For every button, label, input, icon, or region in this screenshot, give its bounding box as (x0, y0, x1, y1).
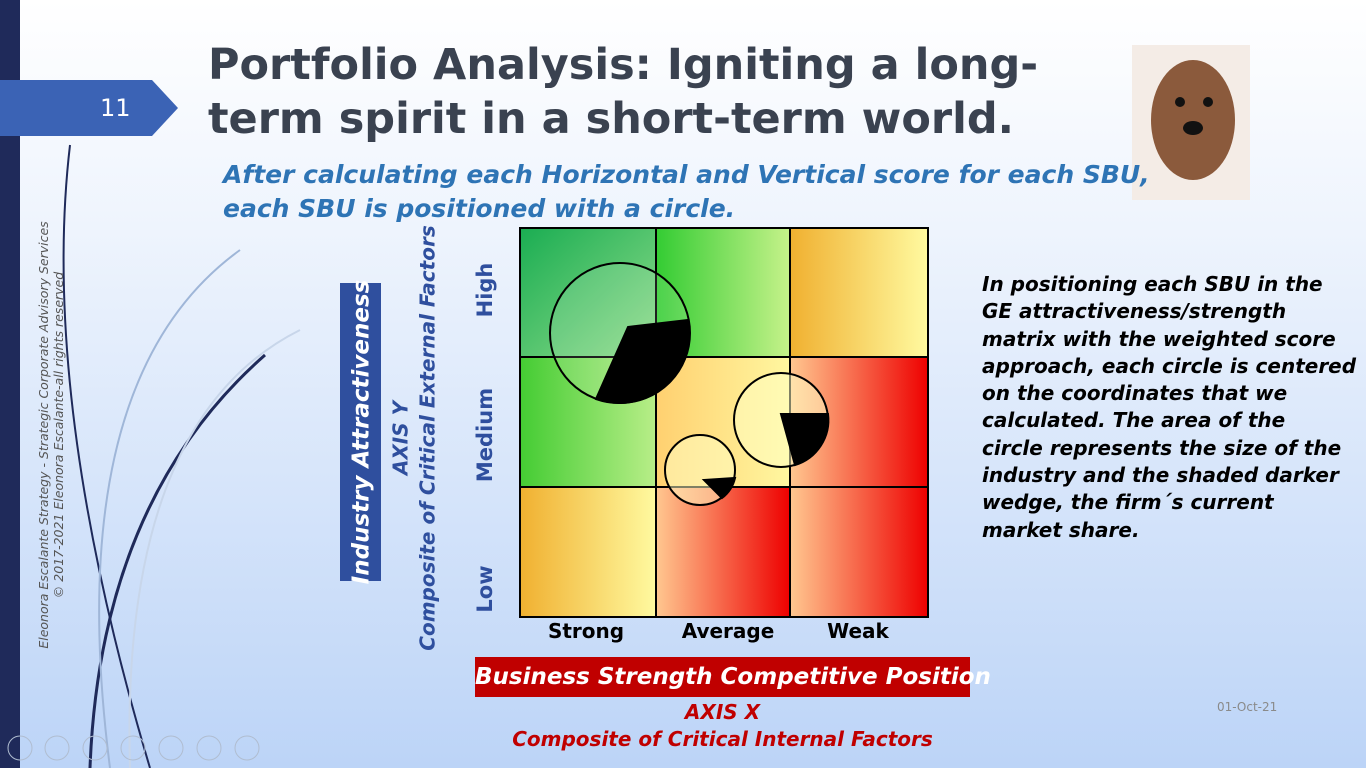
date: 01-Oct-21 (1217, 700, 1278, 714)
dog-nose (1183, 121, 1203, 135)
y-axis-label: AXIS Y (389, 398, 413, 477)
x-axis-box: Business Strength Competitive Position (475, 657, 991, 697)
paragraph-line: market share. (982, 517, 1140, 542)
share-wedge (701, 476, 737, 500)
x-axis-label: AXIS X (684, 700, 761, 724)
subtitle-line: After calculating each Horizontal and Ve… (223, 160, 1150, 189)
paragraph-line: wedge, the firm´s current (982, 490, 1274, 515)
paragraph-line: GE attractiveness/strength (982, 299, 1287, 324)
curve (88, 353, 266, 768)
title-line: Portfolio Analysis: Igniting a long- (208, 40, 1039, 90)
dog-eye (1175, 97, 1185, 107)
subtitle-line: each SBU is positioned with a circle. (223, 194, 736, 223)
column-label: Strong (548, 619, 624, 643)
number-banner (0, 80, 178, 136)
paragraph-line: matrix with the weighted score (982, 326, 1336, 351)
y-axis-title: Industry Attractiveness (349, 280, 375, 585)
sbu-circles (549, 262, 830, 506)
curve (98, 249, 241, 768)
paragraph-line: approach, each circle is centered (982, 353, 1357, 378)
dog-head (1151, 60, 1235, 180)
curve (128, 329, 301, 768)
title: Portfolio Analysis: Igniting a long- ter… (208, 38, 1038, 146)
title-line: term spirit in a short-term world. (208, 94, 1014, 144)
column-label: Average (682, 619, 775, 643)
y-axis-box (340, 283, 381, 581)
paragraph-line: calculated. The area of the (982, 408, 1286, 433)
paragraph-line: In positioning each SBU in the (982, 272, 1323, 296)
row-label: Medium (473, 388, 497, 482)
paragraph: In positioning each SBU in the GE attract… (982, 271, 1356, 544)
column-label: Weak (827, 619, 889, 643)
left-stripe (0, 0, 20, 768)
share-wedge (594, 318, 691, 404)
slide-number: 11 (100, 94, 131, 122)
paragraph-line: on the coordinates that we (982, 381, 1288, 406)
paragraph-line: industry and the shaded darker (982, 463, 1339, 488)
dog-eye (1203, 97, 1213, 107)
share-wedge (779, 413, 830, 467)
side-text: Eleonora Escalante Strategy - Strategic … (36, 221, 51, 649)
curve (62, 144, 151, 768)
x-axis-desc: Composite of Critical Internal Factors (512, 727, 933, 751)
side-text: © 2017-2021 Eleonora Escalante-all right… (51, 272, 66, 598)
row-label: High (473, 263, 497, 318)
toolbar[interactable] (7, 735, 260, 761)
subtitle: After calculating each Horizontal and Ve… (223, 158, 1150, 226)
y-axis-desc: Composite of Critical External Factors (416, 225, 440, 651)
row-label: Low (473, 565, 497, 612)
paragraph-line: circle represents the size of the (982, 435, 1342, 460)
